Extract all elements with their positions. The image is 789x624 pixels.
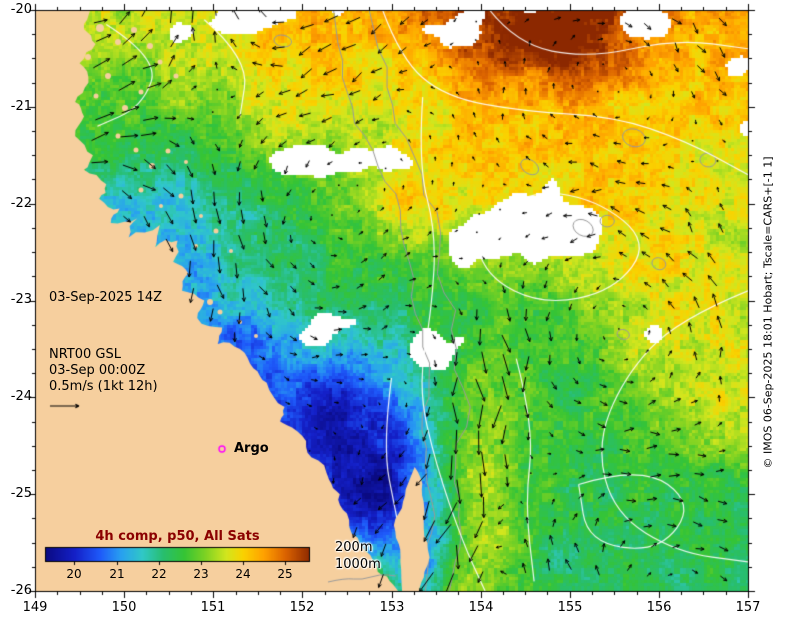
y-tick-label: -25 [10, 486, 32, 501]
colorbar-tick-label: 22 [151, 567, 167, 581]
y-tick-label: -24 [10, 389, 32, 404]
vector-scale-label: 0.5m/s (1kt 12h) [49, 379, 158, 394]
depth-200m-label: 200m [335, 540, 373, 555]
x-tick-label: 152 [289, 600, 315, 615]
y-tick-label: -26 [10, 583, 32, 598]
x-tick-label: 155 [557, 600, 583, 615]
colorbar-title: 4h comp, p50, All Sats [95, 529, 260, 544]
colorbar-tick-label: 24 [235, 567, 251, 581]
colorbar-tick-label: 20 [66, 567, 82, 581]
y-tick-label: -23 [10, 292, 32, 307]
x-tick-label: 149 [22, 600, 48, 615]
x-tick-label: 153 [379, 600, 405, 615]
credit-text-inner: © IMOS 06-Sep-2025 18:01 Hobart; Tscale=… [761, 155, 775, 469]
x-tick-label: 157 [735, 600, 761, 615]
depth-1000m-label: 1000m [335, 557, 381, 572]
argo-legend-label: Argo [234, 441, 269, 456]
analysis-time-label: 03-Sep-2025 14Z [49, 290, 163, 305]
colorbar-tick-label: 21 [109, 567, 125, 581]
colorbar-tick-label: 25 [277, 567, 293, 581]
y-tick-label: -20 [10, 2, 32, 17]
x-tick-label: 154 [468, 600, 494, 615]
y-tick-label: -21 [10, 99, 32, 114]
colorbar-tick-label: 23 [193, 567, 209, 581]
x-tick-label: 156 [646, 600, 672, 615]
credit-text: © IMOS 06-Sep-2025 18:01 Hobart; Tscale=… [748, 0, 788, 624]
y-tick-label: -22 [10, 196, 32, 211]
x-tick-label: 151 [200, 600, 226, 615]
model-name-label: NRT00 GSL [49, 347, 121, 362]
model-time-label: 03-Sep 00:00Z [49, 363, 146, 378]
x-tick-label: 150 [111, 600, 137, 615]
